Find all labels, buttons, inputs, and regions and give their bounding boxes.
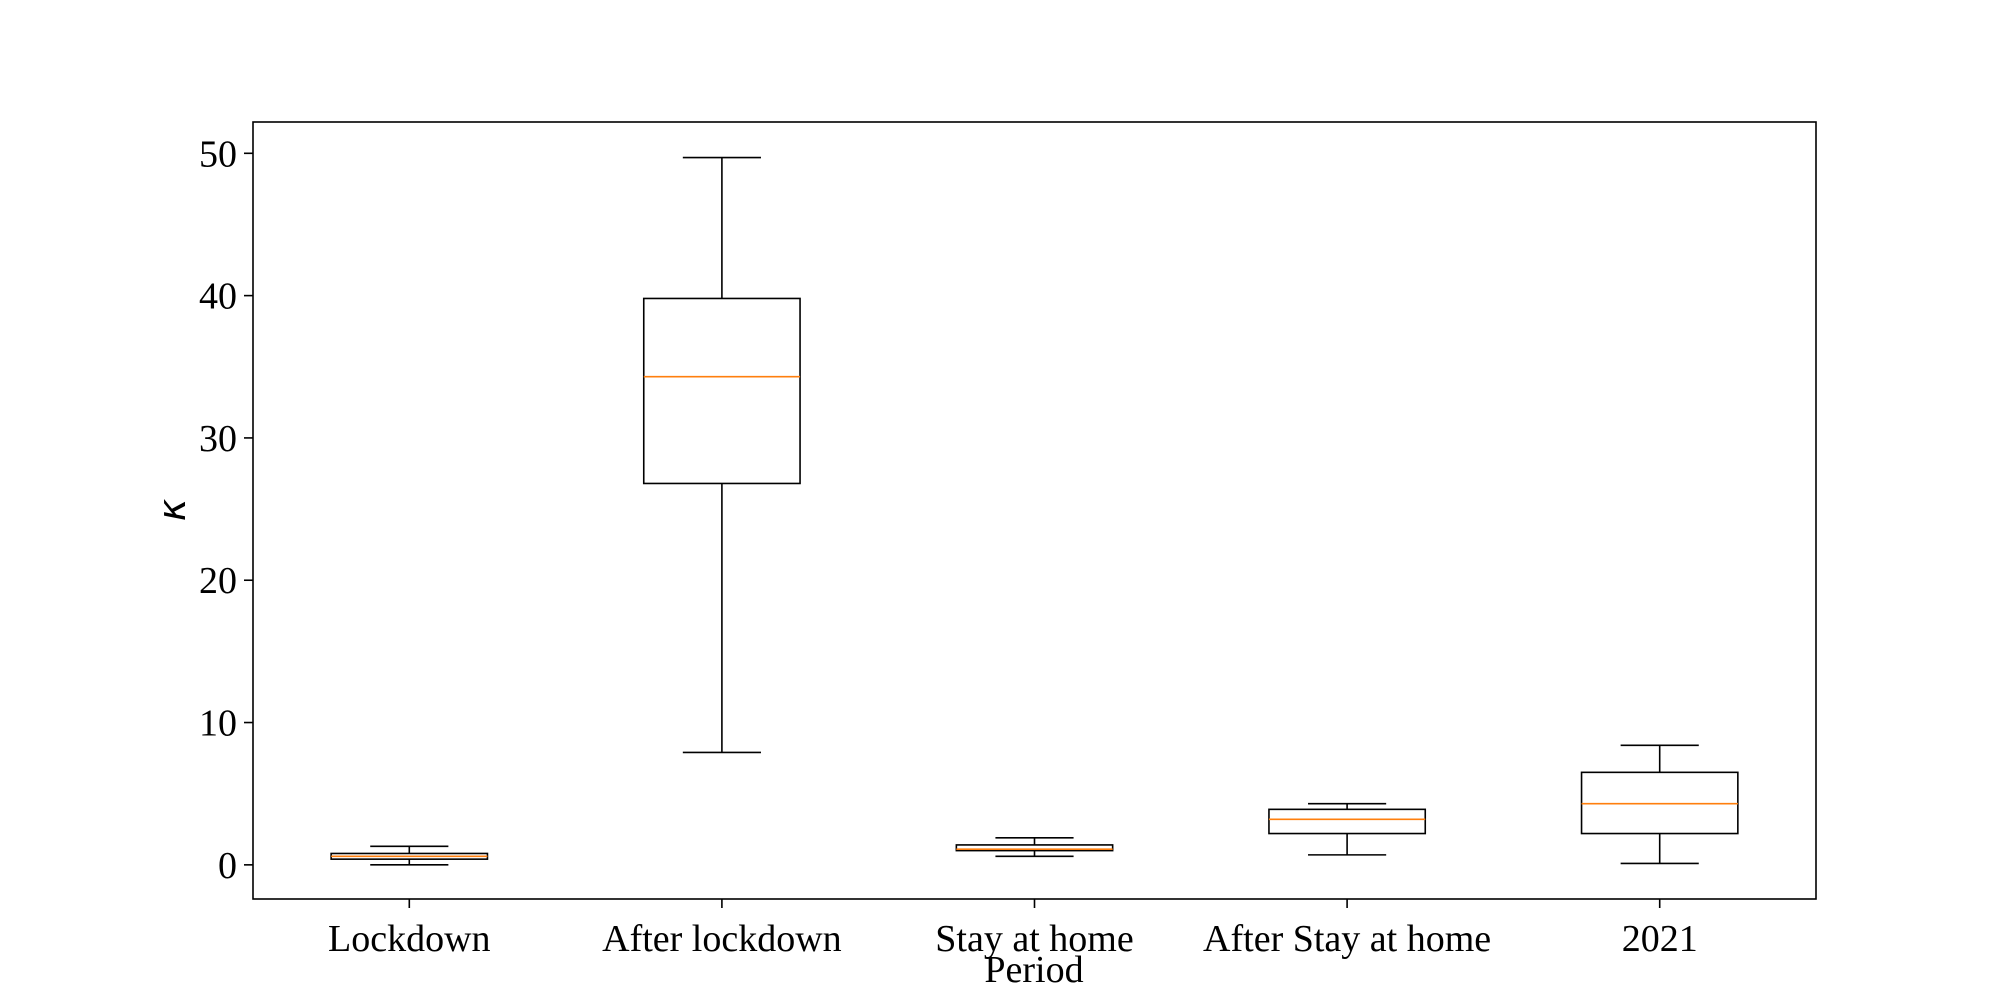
iqr-box	[1268, 808, 1427, 835]
x-tick-label: After Stay at home	[1203, 918, 1491, 960]
y-tick-label: 20	[199, 560, 237, 602]
y-tick-label: 50	[199, 133, 237, 175]
y-tick-label: 30	[199, 418, 237, 460]
box-after-lockdown	[642, 156, 801, 754]
box-after-stay-at-home	[1268, 802, 1427, 856]
iqr-box	[955, 844, 1114, 852]
plot-marks	[330, 156, 1739, 866]
x-axis-label: Period	[984, 949, 1083, 991]
y-axis-label: κ	[150, 498, 194, 521]
y-tick-label: 0	[218, 845, 237, 887]
iqr-box	[642, 297, 801, 485]
box-lockdown	[330, 845, 489, 866]
x-tick-label: After lockdown	[602, 918, 842, 960]
x-tick-label: Stay at home	[935, 918, 1133, 960]
y-tick-label: 10	[199, 703, 237, 745]
y-tick-label: 40	[199, 276, 237, 318]
x-tick-label: 2021	[1622, 918, 1698, 960]
y-axis: 0 10 20 30 40 50	[199, 133, 253, 887]
box-stay-at-home	[955, 837, 1114, 858]
box-2021	[1580, 744, 1739, 865]
x-tick-label: Lockdown	[328, 918, 491, 960]
x-axis: Lockdown After lockdown Stay at home After …	[328, 899, 1698, 960]
